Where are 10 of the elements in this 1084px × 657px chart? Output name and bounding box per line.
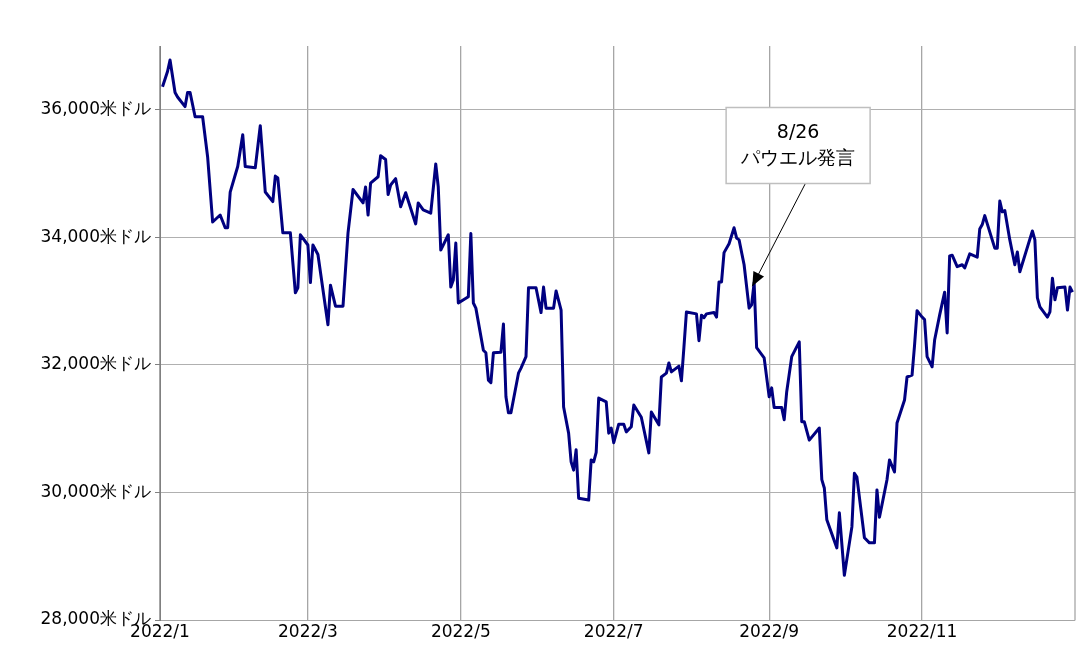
annotation: 8/26 パウエル発言 bbox=[740, 119, 856, 168]
x-tick-label: 2022/3 bbox=[278, 620, 338, 641]
x-tick-label: 2022/9 bbox=[739, 620, 800, 641]
y-tick-label: 32,000米ドル bbox=[40, 353, 151, 374]
y-tick-label: 36,000米ドル bbox=[40, 98, 151, 119]
y-tick-label: 34,000米ドル bbox=[40, 225, 151, 246]
x-tick-label: 2022/11 bbox=[886, 620, 958, 641]
x-tick-label: 2022/5 bbox=[430, 620, 491, 641]
y-tick-label: 30,000米ドル bbox=[40, 480, 151, 501]
x-tick-label: 2022/7 bbox=[583, 620, 644, 641]
